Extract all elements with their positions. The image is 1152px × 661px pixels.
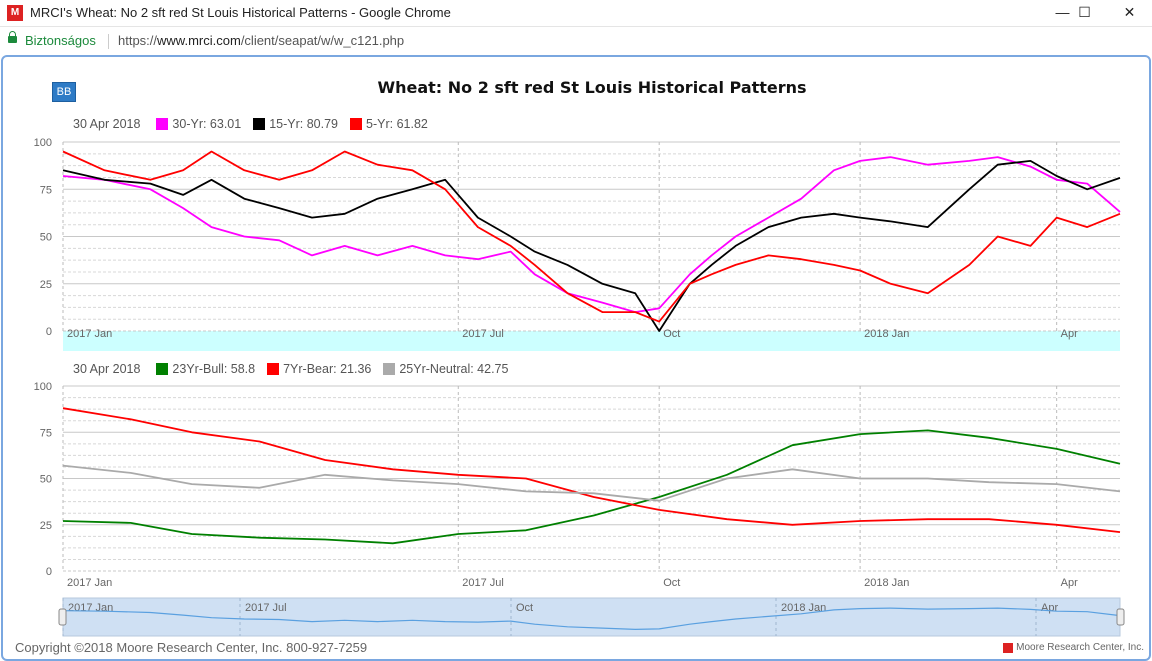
top-legend-date: 30 Apr 2018 xyxy=(73,117,141,131)
legend-neutral[interactable]: 25Yr-Neutral: 42.75 xyxy=(383,362,508,376)
navigator-label: Apr xyxy=(1041,602,1058,614)
legend-30yr[interactable]: 30-Yr: 63.01 xyxy=(156,117,241,131)
navigator-right-handle[interactable] xyxy=(1116,608,1125,626)
secure-label[interactable]: Biztonságos xyxy=(25,33,96,48)
navigator-label: Oct xyxy=(516,602,533,614)
window-titlebar: M MRCI's Wheat: No 2 sft red St Louis Hi… xyxy=(0,0,1152,27)
top-legend: 30 Apr 2018 30-Yr: 63.01 15-Yr: 80.79 5-… xyxy=(73,117,440,131)
legend-bear-label: 7Yr-Bear: 21.36 xyxy=(283,362,372,376)
bottom-ytick-label: 50 xyxy=(40,474,52,486)
bottom-series-7yr-bear xyxy=(62,407,1121,533)
top-ytick-label: 50 xyxy=(40,232,52,244)
legend-15yr[interactable]: 15-Yr: 80.79 xyxy=(253,117,338,131)
top-xtick-label: 2018 Jan xyxy=(864,328,909,340)
navigator-track xyxy=(62,597,1121,637)
close-button[interactable]: ✕ xyxy=(1123,4,1136,20)
url-scheme: https:// xyxy=(118,33,158,48)
top-ytick-label: 0 xyxy=(46,326,52,338)
legend-bear-swatch xyxy=(267,363,280,375)
top-series-15-yr xyxy=(62,160,1121,332)
navigator-label: 2017 Jul xyxy=(245,602,287,614)
top-series-5-yr xyxy=(62,150,1121,323)
legend-5yr[interactable]: 5-Yr: 61.82 xyxy=(350,117,428,131)
bottom-ytick-label: 0 xyxy=(46,566,52,578)
address-bar[interactable]: Biztonságos https://www.mrci.com/client/… xyxy=(0,28,1152,54)
navigator-left-handle[interactable] xyxy=(58,608,67,626)
minimize-button[interactable]: — xyxy=(1055,4,1070,20)
bottom-ytick-label: 75 xyxy=(40,427,52,439)
legend-bull[interactable]: 23Yr-Bull: 58.8 xyxy=(156,362,255,376)
top-ytick-label: 25 xyxy=(40,279,52,291)
bottom-ytick-label: 25 xyxy=(40,520,52,532)
top-highlight-band xyxy=(63,331,1120,351)
bottom-xtick-label: 2018 Jan xyxy=(864,577,909,589)
lock-icon xyxy=(8,31,17,43)
url-text[interactable]: https://www.mrci.com/client/seapat/w/w_c… xyxy=(118,33,404,48)
legend-30yr-swatch xyxy=(156,118,169,130)
address-separator xyxy=(108,34,109,49)
bottom-legend: 30 Apr 2018 23Yr-Bull: 58.8 7Yr-Bear: 21… xyxy=(73,362,520,376)
navigator-label: 2017 Jan xyxy=(68,602,113,614)
legend-5yr-swatch xyxy=(350,118,363,130)
navigator-label: 2018 Jan xyxy=(781,602,826,614)
bottom-series-25yr-neutral xyxy=(62,464,1121,502)
top-ytick-label: 75 xyxy=(40,184,52,196)
top-xtick-label: 2017 Jul xyxy=(462,328,504,340)
bottom-legend-date: 30 Apr 2018 xyxy=(73,362,141,376)
bottom-xtick-label: Apr xyxy=(1061,577,1078,589)
legend-bull-label: 23Yr-Bull: 58.8 xyxy=(172,362,256,376)
legend-15yr-label: 15-Yr: 80.79 xyxy=(269,117,339,131)
mrci-logo-icon xyxy=(1003,642,1014,653)
legend-neutral-swatch xyxy=(383,363,396,375)
window-title: MRCI's Wheat: No 2 sft red St Louis Hist… xyxy=(30,5,451,20)
navigator-series xyxy=(62,607,1121,631)
url-host: www.mrci.com xyxy=(157,33,241,48)
brand-link[interactable]: Moore Research Center, Inc. xyxy=(1003,642,1144,653)
legend-bear[interactable]: 7Yr-Bear: 21.36 xyxy=(267,362,371,376)
top-xtick-label: Oct xyxy=(663,328,680,340)
maximize-button[interactable]: ☐ xyxy=(1078,4,1091,20)
chart-title: Wheat: No 2 sft red St Louis Historical … xyxy=(377,78,807,97)
legend-30yr-label: 30-Yr: 63.01 xyxy=(172,117,242,131)
top-series-30-yr xyxy=(62,156,1121,313)
legend-5yr-label: 5-Yr: 61.82 xyxy=(366,117,428,131)
legend-neutral-label: 25Yr-Neutral: 42.75 xyxy=(399,362,509,376)
bottom-series-23yr-bull xyxy=(62,429,1121,545)
bottom-ytick-label: 100 xyxy=(34,381,52,393)
top-ytick-label: 100 xyxy=(34,137,52,149)
mrci-app-icon: M xyxy=(7,5,23,21)
chart-canvas[interactable]: 2017 Jan 2017 Jul Oct 2018 Jan Apr 0 25 50 75 100… xyxy=(0,0,1152,640)
url-path: /client/seapat/w/w_c121.php xyxy=(240,33,405,48)
bottom-xtick-label: 2017 Jul xyxy=(462,577,504,589)
brand-label: Moore Research Center, Inc. xyxy=(1016,642,1144,653)
copyright-footer: Copyright ©2018 Moore Research Center, I… xyxy=(15,640,368,655)
bottom-xtick-label: 2017 Jan xyxy=(67,577,112,589)
bb-button[interactable]: BB xyxy=(52,82,76,102)
legend-bull-swatch xyxy=(156,363,169,375)
legend-15yr-swatch xyxy=(253,118,266,130)
bottom-xtick-label: Oct xyxy=(663,577,680,589)
top-xtick-label: Apr xyxy=(1061,328,1078,340)
top-xtick-label: 2017 Jan xyxy=(67,328,112,340)
